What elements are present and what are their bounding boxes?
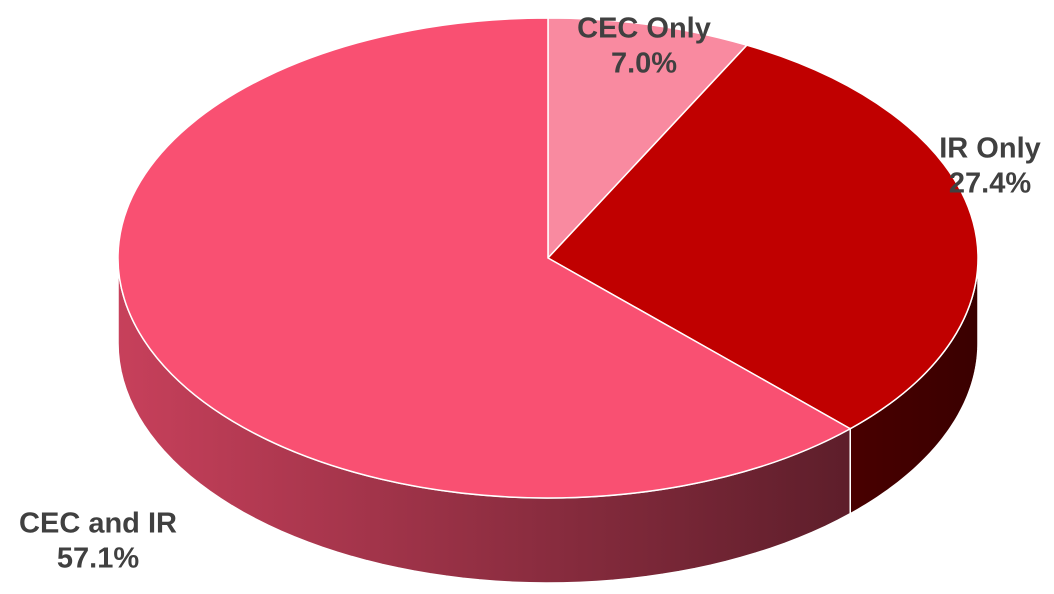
slice bbox=[117, 17, 852, 584]
slice-top bbox=[117, 17, 852, 499]
slice-value-label: 7.0% bbox=[611, 48, 677, 80]
slice bbox=[547, 17, 749, 260]
slice bbox=[546, 44, 979, 516]
slice-top bbox=[546, 44, 979, 430]
slice-label: CEC and IR bbox=[19, 508, 177, 540]
slice-label: IR Only bbox=[939, 133, 1041, 165]
slice-value-label: 57.1% bbox=[57, 543, 139, 575]
slice-value-label: 27.4% bbox=[949, 168, 1031, 200]
slice-top bbox=[547, 17, 749, 260]
slice-label: CEC Only bbox=[577, 13, 711, 45]
